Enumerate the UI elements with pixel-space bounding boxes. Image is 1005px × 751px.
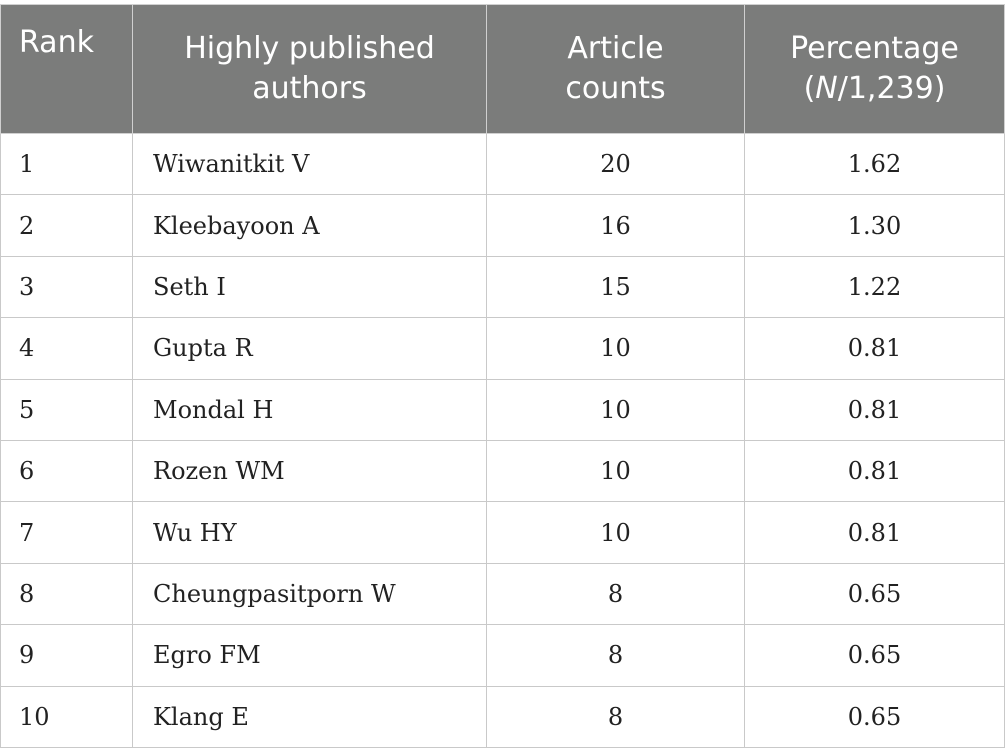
percentage-cell: 0.65 — [744, 624, 1005, 687]
header-counts-line1: Article — [567, 31, 664, 66]
rank-cell: 10 — [0, 685, 133, 748]
header-authors-line2: authors — [252, 71, 367, 106]
table-header: Rank Highly published authors Article co… — [0, 4, 1005, 134]
header-rank: Rank — [0, 4, 133, 134]
article-count-cell: 8 — [486, 562, 745, 626]
header-authors-line1: Highly published — [184, 31, 435, 66]
article-count-cell: 20 — [486, 132, 745, 196]
percentage-cell: 0.81 — [744, 378, 1005, 441]
author-cell: Wiwanitkit V — [132, 132, 487, 196]
rank-cell: 6 — [0, 439, 133, 503]
table-row: 9 Egro FM 8 0.65 — [0, 624, 1005, 687]
percentage-cell: 1.30 — [744, 194, 1005, 257]
author-cell: Egro FM — [132, 624, 487, 687]
header-row: Rank Highly published authors Article co… — [0, 4, 1005, 134]
article-count-cell: 16 — [486, 194, 745, 257]
author-cell: Rozen WM — [132, 439, 487, 503]
rank-cell: 7 — [0, 501, 133, 564]
article-count-cell: 8 — [486, 685, 745, 748]
rank-cell: 1 — [0, 132, 133, 196]
article-count-cell: 8 — [486, 624, 745, 687]
article-count-cell: 10 — [486, 317, 745, 380]
table-row: 7 Wu HY 10 0.81 — [0, 501, 1005, 564]
percentage-cell: 0.65 — [744, 685, 1005, 748]
rank-cell: 5 — [0, 378, 133, 441]
author-cell: Seth I — [132, 255, 487, 319]
table-row: 8 Cheungpasitporn W 8 0.65 — [0, 562, 1005, 626]
header-pct-line1: Percentage — [790, 31, 959, 66]
author-cell: Kleebayoon A — [132, 194, 487, 257]
article-count-cell: 10 — [486, 378, 745, 441]
header-article-counts: Article counts — [486, 4, 745, 134]
author-cell: Mondal H — [132, 378, 487, 441]
percentage-cell: 0.81 — [744, 501, 1005, 564]
header-pct-open: ( — [803, 71, 816, 106]
table-row: 6 Rozen WM 10 0.81 — [0, 439, 1005, 503]
rank-cell: 3 — [0, 255, 133, 319]
rank-cell: 4 — [0, 317, 133, 380]
article-count-cell: 10 — [486, 501, 745, 564]
header-rank-label: Rank — [19, 25, 94, 60]
table-row: 1 Wiwanitkit V 20 1.62 — [0, 132, 1005, 196]
table-row: 5 Mondal H 10 0.81 — [0, 378, 1005, 441]
author-cell: Klang E — [132, 685, 487, 748]
header-pct-rest: /1,239) — [837, 71, 946, 106]
rank-cell: 2 — [0, 194, 133, 257]
authors-table: Rank Highly published authors Article co… — [0, 4, 1005, 748]
author-cell: Wu HY — [132, 501, 487, 564]
percentage-cell: 1.62 — [744, 132, 1005, 196]
article-count-cell: 10 — [486, 439, 745, 503]
header-counts-line2: counts — [565, 71, 666, 106]
table-row: 10 Klang E 8 0.65 — [0, 685, 1005, 748]
table-row: 2 Kleebayoon A 16 1.30 — [0, 194, 1005, 257]
table-row: 4 Gupta R 10 0.81 — [0, 317, 1005, 380]
header-authors: Highly published authors — [132, 4, 487, 134]
author-cell: Gupta R — [132, 317, 487, 380]
table-body: 1 Wiwanitkit V 20 1.62 2 Kleebayoon A 16… — [0, 132, 1005, 748]
author-cell: Cheungpasitporn W — [132, 562, 487, 626]
percentage-cell: 0.65 — [744, 562, 1005, 626]
article-count-cell: 15 — [486, 255, 745, 319]
rank-cell: 9 — [0, 624, 133, 687]
rank-cell: 8 — [0, 562, 133, 626]
header-percentage: Percentage (N/1,239) — [744, 4, 1005, 134]
header-pct-n: N — [815, 71, 838, 106]
table-row: 3 Seth I 15 1.22 — [0, 255, 1005, 319]
percentage-cell: 1.22 — [744, 255, 1005, 319]
percentage-cell: 0.81 — [744, 317, 1005, 380]
percentage-cell: 0.81 — [744, 439, 1005, 503]
